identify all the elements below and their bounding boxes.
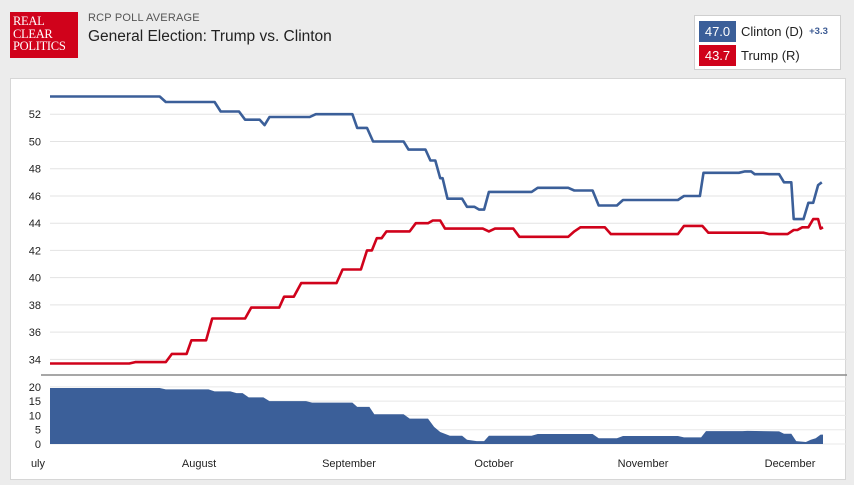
trump-value-badge: 43.7 (699, 45, 736, 66)
chart-svg: 34 36 38 40 42 44 46 48 50 52 0 5 10 15 20 uly August Sep… (29, 95, 847, 470)
logo-line-1: REAL (13, 14, 45, 28)
trump-series-line (50, 217, 824, 365)
y-tick-label: 46 (29, 191, 41, 203)
spread-y-tick-label: 10 (29, 410, 41, 422)
y-tick-label: 34 (29, 354, 41, 366)
x-tick-label: December (765, 458, 816, 470)
chart-area[interactable]: 34 36 38 40 42 44 46 48 50 52 0 5 10 15 20 uly August Sep… (10, 78, 847, 480)
clinton-value-badge: 47.0 (699, 21, 736, 42)
spread-area (50, 388, 823, 444)
spread-value: +3.3 (809, 26, 828, 37)
legend-row-clinton[interactable]: 47.0 Clinton (D) +3.3 (699, 21, 828, 42)
chart-title: General Election: Trump vs. Clinton (88, 28, 332, 45)
y-tick-label: 38 (29, 300, 41, 312)
spread-y-tick-label: 20 (29, 382, 41, 394)
y-tick-label: 40 (29, 273, 41, 285)
x-tick-label: October (474, 458, 513, 470)
spread-y-tick-label: 5 (35, 425, 41, 437)
clinton-series-line (50, 95, 823, 221)
x-tick-label: September (322, 458, 376, 470)
rcp-logo[interactable]: REAL CLEAR POLITICS (10, 12, 78, 58)
legend: 47.0 Clinton (D) +3.3 43.7 Trump (R) (694, 15, 841, 70)
y-tick-label: 44 (29, 218, 41, 230)
y-tick-label: 36 (29, 327, 41, 339)
spread-y-tick-label: 15 (29, 396, 41, 408)
logo-line-3: POLITICS (13, 39, 66, 53)
x-tick-label: uly (31, 458, 46, 470)
y-tick-label: 52 (29, 109, 41, 121)
y-tick-label: 50 (29, 136, 41, 148)
x-tick-label: August (182, 458, 216, 470)
y-tick-label: 42 (29, 245, 41, 257)
legend-row-trump[interactable]: 43.7 Trump (R) (699, 45, 800, 66)
logo-line-2: CLEAR (13, 26, 53, 41)
x-tick-label: November (618, 458, 669, 470)
y-tick-label: 48 (29, 164, 41, 176)
trump-name: Trump (R) (741, 48, 800, 63)
spread-y-tick-label: 0 (35, 439, 41, 451)
poll-average-label: RCP POLL AVERAGE (88, 12, 200, 24)
clinton-name: Clinton (D) (741, 24, 804, 39)
